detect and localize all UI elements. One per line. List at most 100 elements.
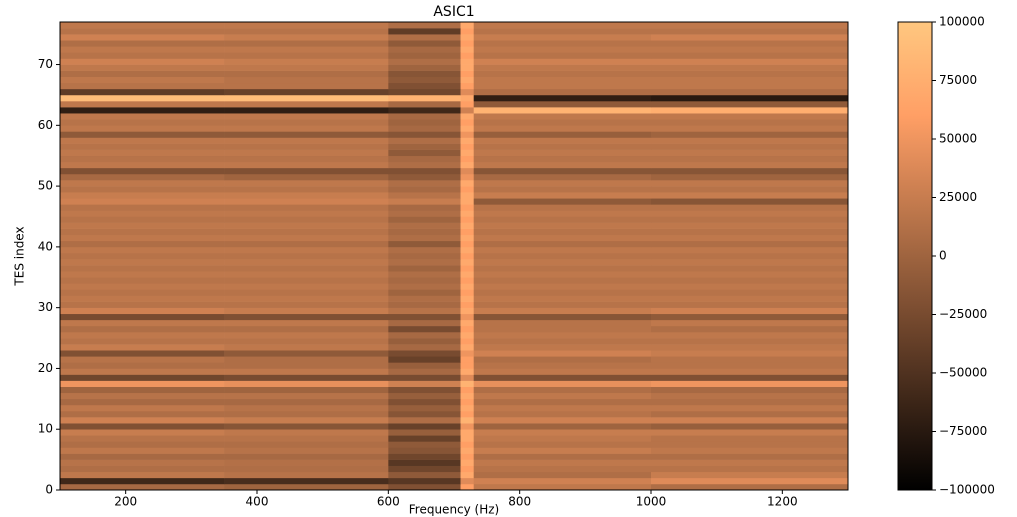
heatmap-cell — [224, 417, 389, 424]
heatmap-cell — [460, 386, 474, 394]
heatmap-cell — [388, 465, 461, 473]
heatmap-cell — [224, 107, 389, 114]
heatmap-cell — [224, 289, 389, 296]
heatmap-cell — [388, 277, 461, 284]
heatmap-cell — [651, 149, 849, 157]
heatmap-cell — [651, 477, 849, 485]
heatmap-cell — [388, 265, 461, 272]
heatmap-cell — [460, 471, 474, 479]
heatmap-cell — [60, 101, 225, 108]
heatmap-cell — [460, 301, 474, 308]
heatmap-cell — [60, 198, 225, 205]
heatmap-cell — [473, 107, 652, 114]
y-tick-label: 20 — [38, 361, 53, 375]
heatmap-cell — [388, 88, 461, 96]
heatmap-cell — [473, 58, 652, 65]
heatmap-cell — [60, 350, 225, 357]
heatmap-cell — [651, 101, 849, 108]
heatmap-cell — [460, 271, 474, 278]
heatmap-cell — [388, 119, 461, 126]
heatmap-cell — [388, 447, 461, 454]
heatmap-cell — [224, 325, 389, 333]
heatmap-cell — [473, 429, 652, 436]
heatmap-cell — [460, 325, 474, 333]
heatmap-cell — [473, 319, 652, 327]
heatmap-cell — [473, 22, 652, 29]
heatmap-cell — [460, 380, 474, 387]
heatmap-cell — [224, 222, 389, 229]
heatmap-cell — [473, 447, 652, 454]
heatmap-cell — [388, 58, 461, 65]
heatmap-cell — [473, 350, 652, 357]
heatmap-cell — [651, 137, 849, 144]
heatmap-cell — [60, 380, 225, 387]
heatmap-cell — [60, 180, 225, 187]
heatmap-cell — [651, 301, 849, 308]
heatmap-cell — [60, 149, 225, 157]
heatmap-cell — [460, 149, 474, 157]
heatmap-cell — [388, 131, 461, 138]
heatmap-cell — [224, 119, 389, 126]
heatmap-cell — [473, 380, 652, 387]
heatmap-cell — [388, 380, 461, 387]
heatmap-cell — [473, 40, 652, 47]
heatmap-cell — [460, 180, 474, 187]
heatmap-cell — [460, 356, 474, 363]
heatmap-cell — [473, 131, 652, 138]
heatmap-cell — [651, 113, 849, 120]
heatmap-cell — [651, 70, 849, 78]
heatmap-cell — [460, 429, 474, 436]
heatmap-cell — [224, 398, 389, 406]
heatmap-cell — [651, 52, 849, 59]
heatmap-cell — [460, 216, 474, 223]
heatmap-cell — [460, 240, 474, 248]
heatmap-cell — [473, 453, 652, 460]
heatmap-cell — [224, 380, 389, 387]
heatmap-cell — [224, 368, 389, 375]
heatmap-cell — [388, 137, 461, 144]
heatmap-cell — [224, 350, 389, 357]
heatmap-cell — [60, 453, 225, 460]
heatmap-cell — [460, 252, 474, 260]
heatmap-cell — [388, 28, 461, 35]
heatmap-cell — [460, 192, 474, 199]
heatmap-cell — [460, 119, 474, 126]
y-axis-label: TES index — [13, 226, 27, 286]
heatmap-cell — [224, 58, 389, 65]
heatmap-cell — [460, 131, 474, 138]
heatmap-cell — [224, 344, 389, 351]
heatmap-cell — [60, 459, 225, 466]
heatmap-cell — [460, 338, 474, 345]
heatmap-cell — [473, 307, 652, 315]
heatmap-cell — [224, 338, 389, 345]
heatmap-cell — [651, 143, 849, 150]
heatmap-cell — [460, 392, 474, 400]
heatmap-cell — [60, 386, 225, 394]
heatmap-cells — [60, 22, 849, 491]
heatmap-cell — [60, 246, 225, 254]
y-tick-label: 10 — [38, 422, 53, 436]
heatmap-cell — [651, 125, 849, 132]
heatmap-cell — [60, 119, 225, 126]
heatmap-cell — [651, 88, 849, 96]
heatmap-cell — [651, 240, 849, 248]
heatmap-cell — [60, 82, 225, 90]
heatmap-cell — [388, 246, 461, 254]
heatmap-cell — [651, 483, 849, 491]
heatmap-cell — [473, 325, 652, 333]
heatmap-cell — [460, 137, 474, 144]
heatmap-cell — [460, 173, 474, 181]
heatmap-cell — [60, 313, 225, 321]
heatmap-cell — [60, 295, 225, 302]
heatmap-cell — [388, 240, 461, 248]
heatmap-cell — [388, 392, 461, 400]
heatmap-cell — [388, 325, 461, 333]
heatmap-cell — [224, 64, 389, 71]
colorbar-tick-label: 0 — [939, 249, 947, 263]
heatmap-cell — [388, 173, 461, 181]
heatmap-cell — [388, 441, 461, 448]
heatmap-cell — [224, 392, 389, 400]
heatmap-cell — [460, 404, 474, 412]
heatmap-cell — [224, 362, 389, 369]
